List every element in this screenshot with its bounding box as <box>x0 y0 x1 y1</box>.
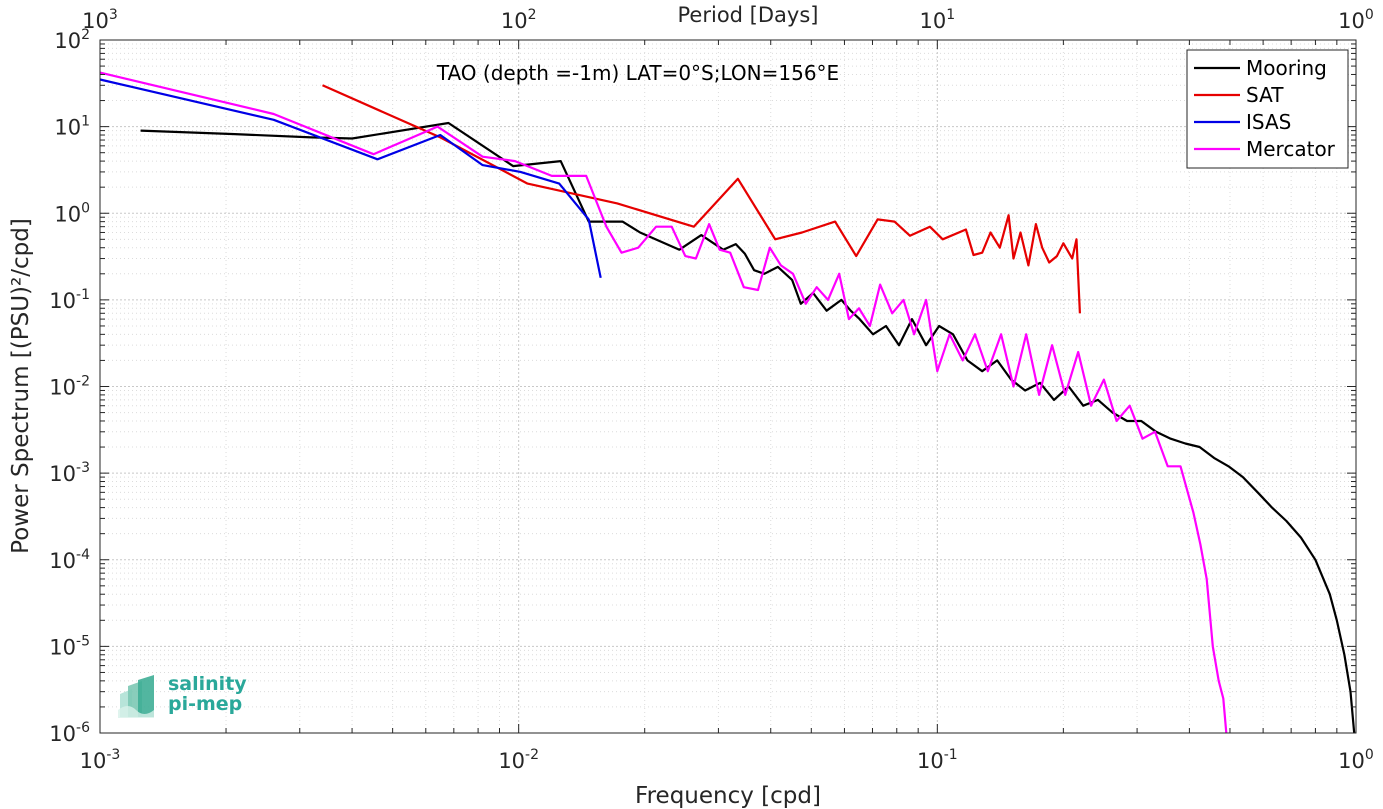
top-tick-label: 100 <box>1338 7 1374 33</box>
y-axis-label: Power Spectrum [(PSU)²/cpd] <box>8 218 34 554</box>
minor-grid <box>100 40 1356 733</box>
series-layer <box>99 71 1356 734</box>
x-tick-label: 10-3 <box>80 747 121 773</box>
axes: 10-3 10-2 10-1 100 10-6 10-5 10-4 10-3 10-2 10-1 1… <box>49 7 1374 773</box>
legend-label-isas: ISAS <box>1246 110 1291 134</box>
top-tick-label: 103 <box>82 7 118 33</box>
x-axis-label: Frequency [cpd] <box>635 783 821 809</box>
x-tick-label: 10-1 <box>917 747 958 773</box>
series-line-sat <box>322 84 1081 314</box>
series-line-isas <box>99 78 602 279</box>
y-tick-label: 10-3 <box>49 460 90 486</box>
x-tick-label: 10-2 <box>498 747 539 773</box>
y-tick-label: 10-1 <box>49 287 90 313</box>
salinity-pimep-logo: salinity pi-mep <box>116 672 256 722</box>
x-tick-label: 100 <box>1338 747 1374 773</box>
y-tick-label: 10-4 <box>49 547 90 573</box>
series-line-mercator <box>99 71 1228 734</box>
y-tick-label: 101 <box>54 114 90 140</box>
chart-title: TAO (depth =-1m) LAT=0°S;LON=156°E <box>436 61 839 85</box>
y-tick-label: 10-6 <box>49 720 90 746</box>
y-tick-label: 100 <box>54 200 90 226</box>
legend-label-mercator: Mercator <box>1246 137 1336 161</box>
logo-mark-icon <box>118 675 154 718</box>
y-tick-label: 10-5 <box>49 633 90 659</box>
top-tick-label: 101 <box>920 7 956 33</box>
y-tick-label: 102 <box>54 27 90 53</box>
legend: Mooring SAT ISAS Mercator <box>1186 49 1349 169</box>
top-axis-label: Period [Days] <box>678 3 819 27</box>
y-tick-label: 10-2 <box>49 374 90 400</box>
top-tick-label: 102 <box>501 7 537 33</box>
legend-label-mooring: Mooring <box>1246 56 1327 80</box>
logo-line-1: salinity <box>168 673 247 695</box>
series-line-mooring <box>140 121 1356 734</box>
logo-line-2: pi-mep <box>168 693 243 715</box>
legend-label-sat: SAT <box>1246 83 1284 107</box>
